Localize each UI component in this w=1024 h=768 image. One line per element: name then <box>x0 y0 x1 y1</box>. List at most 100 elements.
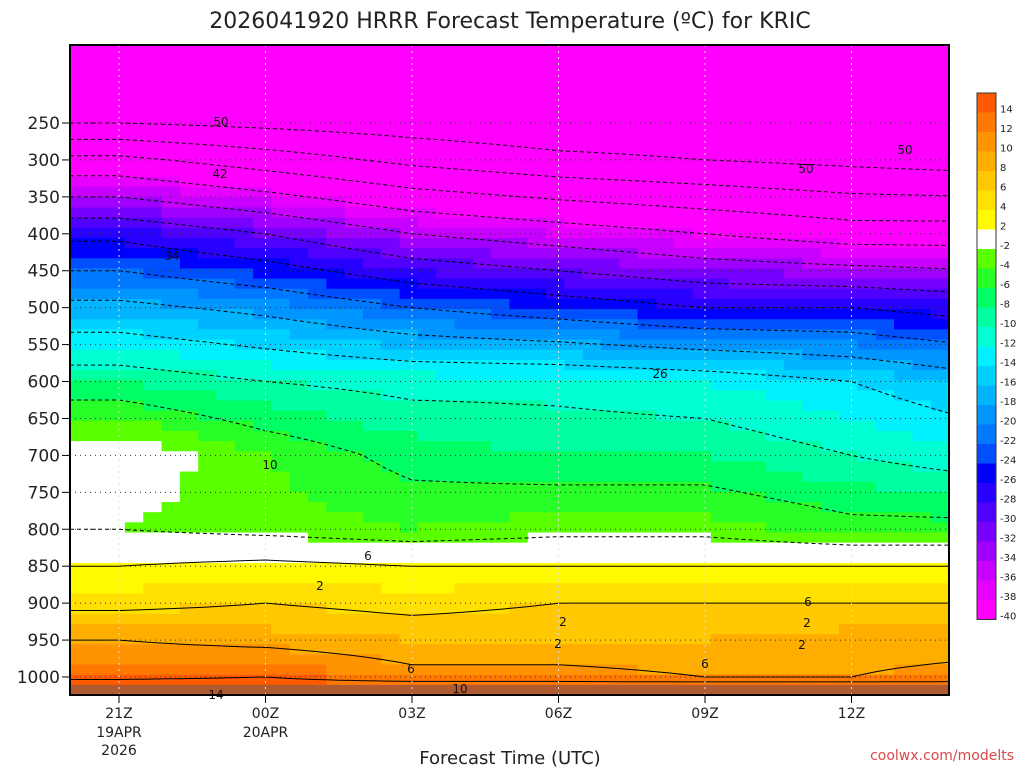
heatmap-cell <box>491 65 511 77</box>
heatmap-cell <box>436 309 456 320</box>
heatmap-cell <box>674 329 694 341</box>
heatmap-cell <box>894 187 913 198</box>
heatmap-cell <box>729 349 749 361</box>
heatmap-cell <box>143 45 163 56</box>
heatmap-cell <box>344 471 364 483</box>
heatmap-cell <box>802 461 822 473</box>
heatmap-cell <box>472 116 492 127</box>
heatmap-cell <box>124 136 144 148</box>
heatmap-cell <box>894 410 913 422</box>
heatmap-cell <box>601 116 620 127</box>
heatmap-cell <box>820 197 840 209</box>
heatmap-cell <box>472 248 492 259</box>
heatmap-cell <box>582 359 602 371</box>
heatmap-cell <box>399 339 419 351</box>
heatmap-cell <box>582 664 602 676</box>
heatmap-cell <box>546 644 566 655</box>
heatmap-cell <box>729 502 749 513</box>
heatmap-cell <box>601 603 620 615</box>
heatmap-cell <box>710 75 730 87</box>
heatmap-cell <box>399 491 419 503</box>
heatmap-cell <box>802 156 822 168</box>
colorbar-swatch <box>977 132 996 152</box>
heatmap-cell <box>784 65 804 77</box>
heatmap-cell <box>839 552 859 564</box>
heatmap-cell <box>124 217 144 229</box>
heatmap-cell <box>106 451 126 463</box>
heatmap-cell <box>509 593 529 605</box>
heatmap-cell <box>656 664 675 676</box>
heatmap-cell <box>656 359 675 371</box>
heatmap-cell <box>289 573 309 584</box>
heatmap-cell <box>344 593 364 605</box>
heatmap-cell <box>271 136 291 148</box>
heatmap-cell <box>857 136 877 148</box>
heatmap-cell <box>472 136 492 148</box>
heatmap-cell <box>564 136 584 148</box>
heatmap-cell <box>912 95 932 107</box>
heatmap-cell <box>839 370 859 381</box>
heatmap-cell <box>912 613 932 625</box>
heatmap-cell <box>179 593 199 605</box>
heatmap-cell <box>692 298 712 310</box>
heatmap-cell <box>912 75 932 87</box>
heatmap-cell <box>198 512 218 523</box>
heatmap-cell <box>765 197 785 209</box>
heatmap-cell <box>710 187 730 198</box>
heatmap-cell <box>88 177 108 188</box>
heatmap-cell <box>637 156 657 168</box>
heatmap-cell <box>802 339 822 351</box>
heatmap-cell <box>491 491 511 503</box>
heatmap-cell <box>289 370 309 381</box>
heatmap-cell <box>912 634 932 645</box>
heatmap-cell <box>820 654 840 666</box>
heatmap-cell <box>106 65 126 77</box>
heatmap-cell <box>729 654 749 666</box>
heatmap-cell <box>857 217 877 229</box>
heatmap-cell <box>527 268 547 280</box>
heatmap-cell <box>527 542 547 554</box>
heatmap-cell <box>656 552 675 564</box>
heatmap-cell <box>179 146 199 158</box>
heatmap-cell <box>656 400 675 412</box>
heatmap-cell <box>820 390 840 402</box>
heatmap-cell <box>344 380 364 391</box>
heatmap-cell <box>344 532 364 544</box>
heatmap-cell <box>436 522 456 534</box>
heatmap-cell <box>930 542 949 554</box>
heatmap-cell <box>363 45 382 56</box>
heatmap-cell <box>454 420 474 432</box>
heatmap-cell <box>839 55 859 66</box>
heatmap-cell <box>363 105 382 117</box>
heatmap-cell <box>70 309 89 320</box>
heatmap-cell <box>308 481 327 493</box>
heatmap-cell <box>124 573 144 584</box>
heatmap-cell <box>399 380 419 391</box>
heatmap-cell <box>674 674 694 686</box>
heatmap-cell <box>289 237 309 249</box>
heatmap-cell <box>344 146 364 158</box>
heatmap-cell <box>417 441 437 452</box>
heatmap-cell <box>253 623 273 635</box>
heatmap-cell <box>381 390 401 402</box>
heatmap-cell <box>619 237 639 249</box>
heatmap-cell <box>930 75 949 87</box>
heatmap-cell <box>692 227 712 239</box>
heatmap-cell <box>454 217 474 229</box>
heatmap-cell <box>802 532 822 544</box>
heatmap-cell <box>747 522 767 534</box>
heatmap-cell <box>454 512 474 523</box>
heatmap-cell <box>143 512 163 523</box>
heatmap-cell <box>765 623 785 635</box>
heatmap-cell <box>564 512 584 523</box>
heatmap-cell <box>747 65 767 77</box>
heatmap-cell <box>546 603 566 615</box>
heatmap-cell <box>894 522 913 534</box>
heatmap-cell <box>784 136 804 148</box>
heatmap-cell <box>344 644 364 655</box>
heatmap-cell <box>527 126 547 138</box>
heatmap-cell <box>637 400 657 412</box>
contour-lines <box>70 122 949 683</box>
heatmap-cell <box>619 146 639 158</box>
heatmap-cell <box>765 258 785 270</box>
